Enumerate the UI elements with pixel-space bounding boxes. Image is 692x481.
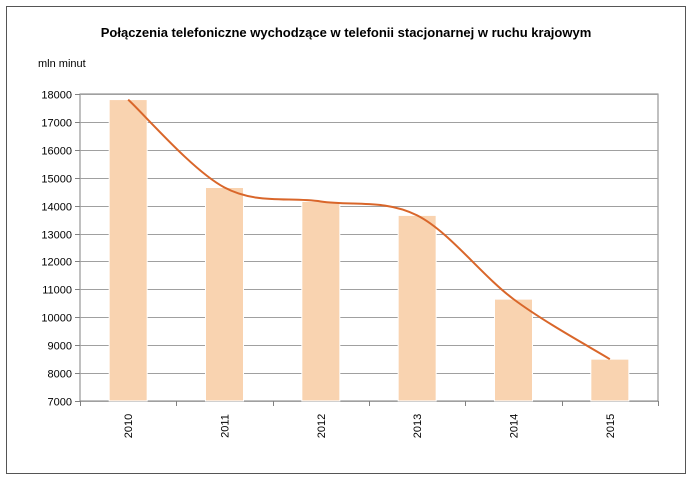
- plot-area: [79, 93, 659, 402]
- y-tick-label: 8000: [48, 369, 72, 381]
- y-tick-label: 18000: [41, 90, 72, 102]
- bar: [590, 358, 630, 402]
- chart-title: Połączenia telefoniczne wychodzące w tel…: [100, 25, 592, 40]
- y-tick-label: 17000: [41, 118, 72, 130]
- y-axis-label: mln minut: [38, 58, 86, 70]
- x-tick-label: 2013: [412, 414, 424, 438]
- y-tick-label: 11000: [42, 285, 72, 297]
- x-tick-label: 2014: [509, 414, 521, 438]
- bar: [494, 298, 533, 402]
- y-tick-label: 16000: [41, 146, 72, 158]
- y-tick-label: 12000: [41, 257, 72, 269]
- y-tick-label: 7000: [48, 397, 72, 409]
- bar: [205, 186, 244, 402]
- y-tick-label: 15000: [41, 174, 72, 186]
- y-tick-label: 13000: [41, 230, 72, 242]
- bar: [301, 200, 341, 402]
- x-tick-label: 2012: [316, 414, 328, 438]
- y-tick-label: 10000: [41, 313, 72, 325]
- x-tick-label: 2011: [220, 414, 232, 438]
- trend-curve: [127, 98, 611, 360]
- bar: [397, 214, 437, 402]
- y-tick-label: 14000: [41, 202, 72, 214]
- x-tick-label: 2010: [123, 414, 135, 438]
- bar: [108, 99, 148, 402]
- x-tick-label: 2015: [605, 414, 617, 438]
- y-tick-label: 9000: [48, 341, 72, 353]
